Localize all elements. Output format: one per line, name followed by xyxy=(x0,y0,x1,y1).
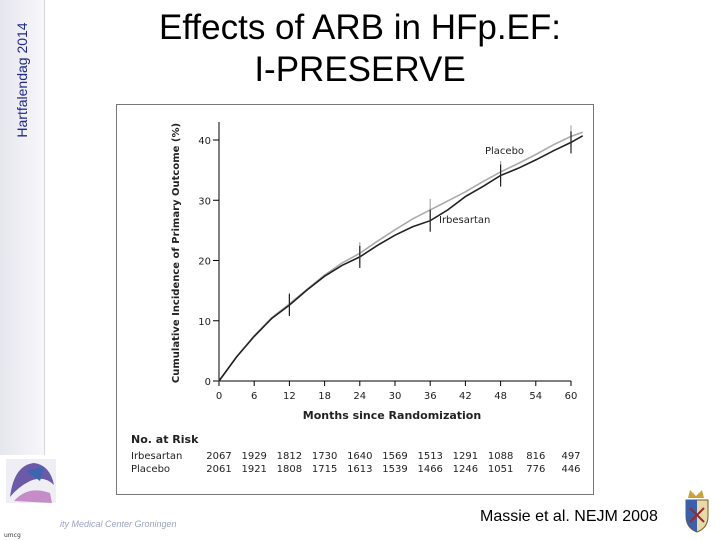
umcg-logo: umcg xyxy=(4,459,56,539)
sidebar-label: Hartfalendag 2014 xyxy=(14,22,30,138)
series-line-irbesartan xyxy=(218,135,584,382)
x-tick-label: 48 xyxy=(494,391,507,402)
legend-placebo: Placebo xyxy=(485,146,524,157)
y-tick-label: 0 xyxy=(205,377,211,388)
x-tick-label: 12 xyxy=(283,391,296,402)
risk-row-label-placebo: Placebo xyxy=(131,464,170,475)
sidebar: Hartfalendag 2014 xyxy=(0,0,45,455)
risk-cell-placebo: 1539 xyxy=(382,464,407,475)
x-tick-label: 42 xyxy=(459,391,472,402)
logo-caption: umcg xyxy=(4,532,21,539)
y-axis-label: Cumulative Incidence of Primary Outcome … xyxy=(171,123,182,383)
risk-cell-irbesartan: 1730 xyxy=(312,451,337,462)
x-tick-label: 60 xyxy=(565,391,578,402)
risk-cell-placebo: 776 xyxy=(526,464,545,475)
x-tick-label: 0 xyxy=(216,391,222,402)
slide-title-line-1: Effects of ARB in HFp.EF: xyxy=(158,8,561,47)
risk-cell-irbesartan: 1929 xyxy=(241,451,266,462)
risk-cell-irbesartan: 1640 xyxy=(347,451,372,462)
risk-cell-irbesartan: 1088 xyxy=(488,451,513,462)
x-tick-label: 54 xyxy=(529,391,542,402)
x-axis-label: Months since Randomization xyxy=(303,409,481,422)
legend-irbesartan: Irbesartan xyxy=(439,215,490,226)
risk-cell-irbesartan: 1291 xyxy=(453,451,478,462)
footer-text: ity Medical Center Groningen xyxy=(60,519,177,529)
series-line-placebo xyxy=(218,131,583,382)
risk-cell-irbesartan: 497 xyxy=(561,451,580,462)
risk-cell-irbesartan: 2067 xyxy=(206,451,231,462)
chart-svg: 0 10 20 30 40 0 6 12 18 24 30 36 42 48 54 60 Cumulativ… xyxy=(131,122,584,475)
x-tick-label: 30 xyxy=(389,391,402,402)
crest-logo xyxy=(685,490,709,533)
risk-cell-placebo: 1051 xyxy=(488,464,513,475)
y-tick-label: 20 xyxy=(198,257,211,268)
risk-cell-placebo: 2061 xyxy=(206,464,231,475)
risk-cell-placebo: 1246 xyxy=(453,464,478,475)
x-tick-label: 36 xyxy=(424,391,437,402)
y-tick-label: 10 xyxy=(198,317,211,328)
y-tick-label: 30 xyxy=(198,196,211,207)
risk-cell-placebo: 1715 xyxy=(312,464,337,475)
risk-cell-irbesartan: 1569 xyxy=(382,451,407,462)
y-tick-label: 40 xyxy=(198,136,211,147)
risk-cell-placebo: 446 xyxy=(561,464,580,475)
x-tick-label: 18 xyxy=(318,391,331,402)
x-tick-label: 24 xyxy=(353,391,366,402)
risk-cell-placebo: 1808 xyxy=(277,464,302,475)
slide-title-line-2: I-PRESERVE xyxy=(254,50,466,89)
risk-cell-irbesartan: 816 xyxy=(526,451,545,462)
risk-cell-placebo: 1466 xyxy=(417,464,442,475)
risk-cell-irbesartan: 1812 xyxy=(277,451,302,462)
risk-cell-irbesartan: 1513 xyxy=(417,451,442,462)
risk-cell-placebo: 1613 xyxy=(347,464,372,475)
x-tick-label: 6 xyxy=(251,391,257,402)
risk-row-label-irbesartan: Irbesartan xyxy=(131,451,182,462)
chart-figure: 0 10 20 30 40 0 6 12 18 24 30 36 42 48 54 60 Cumulativ… xyxy=(116,104,594,495)
risk-cell-placebo: 1921 xyxy=(241,464,266,475)
citation: Massie et al. NEJM 2008 xyxy=(480,508,658,525)
risk-table-title: No. at Risk xyxy=(131,433,199,446)
